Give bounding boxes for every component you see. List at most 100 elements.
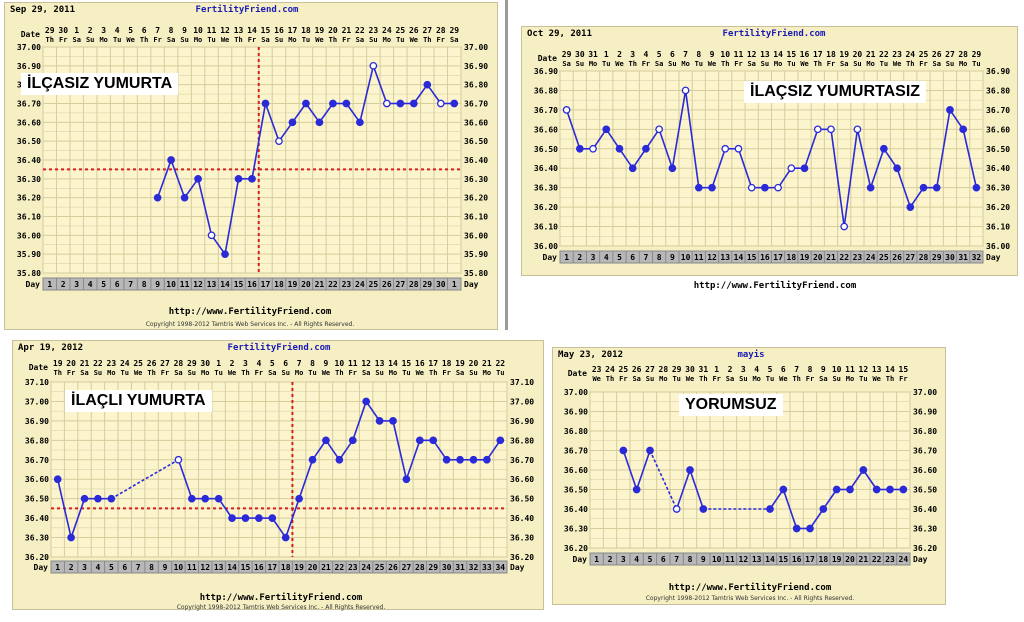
weekday-label: Su	[369, 36, 377, 44]
day-number: 26	[388, 563, 398, 572]
weekday-label: Th	[606, 375, 614, 383]
weekday-label: Th	[234, 36, 242, 44]
day-number: 25	[369, 280, 379, 289]
footer-url[interactable]: http://www.FertilityFriend.com	[168, 307, 332, 317]
weekday-label: Mo	[383, 36, 391, 44]
date-label: 12	[747, 50, 757, 59]
temp-line-segment	[909, 187, 925, 208]
day-number: 5	[648, 555, 653, 564]
temp-line-segment	[605, 128, 621, 150]
weekday-label: Fr	[619, 375, 627, 383]
temp-point	[329, 99, 337, 108]
date-label: 21	[342, 26, 352, 35]
weekday-label: Tu	[787, 60, 795, 68]
temp-line-segment	[338, 439, 354, 461]
weekday-label: Sa	[933, 60, 941, 68]
weekday-label: Sa	[632, 375, 640, 383]
y-tick-label-right: 35.90	[464, 250, 488, 259]
day-number: 14	[765, 555, 775, 564]
date-label: 11	[207, 26, 217, 35]
temp-point	[792, 524, 801, 533]
date-label: 29	[972, 50, 982, 59]
temp-point	[575, 144, 584, 153]
y-tick-label: 35.80	[17, 269, 41, 278]
footer-url[interactable]: http://www.FertilityFriend.com	[199, 593, 363, 603]
date-label: 23	[592, 365, 602, 374]
day-number: 12	[193, 280, 203, 289]
weekday-label: We	[126, 36, 134, 44]
day-number: 16	[247, 280, 257, 289]
date-label: 5	[657, 50, 662, 59]
temp-point	[207, 231, 216, 240]
temp-point	[632, 485, 641, 494]
weekday-label: Mo	[659, 375, 667, 383]
day-number: 8	[142, 280, 147, 289]
temp-point	[721, 144, 730, 153]
temp-point	[919, 183, 928, 192]
y-tick-label-right: 36.60	[913, 466, 937, 475]
day-number: 5	[617, 253, 622, 262]
temp-point	[382, 99, 391, 108]
footer-url[interactable]: http://www.FertilityFriend.com	[668, 583, 832, 593]
temp-line-segment	[935, 109, 951, 188]
date-label: 17	[428, 359, 438, 368]
day-number: 23	[348, 563, 358, 572]
date-label: 28	[659, 365, 669, 374]
weekday-label: Sa	[362, 369, 370, 377]
weekday-label: Su	[832, 375, 840, 383]
y-tick-label: 36.00	[17, 231, 41, 240]
temp-point	[442, 455, 451, 464]
day-number: 6	[115, 280, 120, 289]
date-label: 18	[826, 50, 836, 59]
y-tick-label: 36.90	[17, 62, 41, 71]
site-title[interactable]: FertilityFriend.com	[722, 29, 826, 39]
temp-line-segment	[803, 129, 819, 169]
day-number: 33	[482, 563, 492, 572]
day-number: 26	[892, 253, 902, 262]
footer-url[interactable]: http://www.FertilityFriend.com	[693, 281, 857, 291]
weekday-label: Fr	[248, 36, 256, 44]
temp-point	[615, 144, 624, 153]
date-label: 29	[45, 26, 55, 35]
weekday-label: Mo	[959, 60, 967, 68]
weekday-label: Fr	[153, 36, 161, 44]
temp-line-segment	[618, 148, 634, 169]
site-title[interactable]: FertilityFriend.com	[195, 5, 299, 15]
y-tick-label: 36.00	[534, 242, 558, 251]
day-number: 10	[166, 280, 176, 289]
day-number: 15	[234, 280, 244, 289]
temp-point	[201, 494, 210, 503]
temp-point	[423, 80, 432, 89]
day-number: 16	[792, 555, 802, 564]
weekday-label: We	[315, 36, 323, 44]
temp-line-segment	[405, 440, 421, 480]
temp-line-segment	[110, 459, 179, 500]
day-number: 3	[74, 280, 79, 289]
day-number: 21	[315, 280, 325, 289]
date-label: 17	[813, 50, 823, 59]
temp-point	[94, 494, 102, 503]
y-tick-label-right: 36.20	[913, 544, 937, 553]
footer-copyright: Copyright 1998-2012 Tamtris Web Services…	[145, 321, 355, 328]
date-label: 22	[495, 359, 505, 368]
weekday-label: Mo	[774, 60, 782, 68]
y-tick-label: 36.20	[534, 203, 558, 212]
weekday-label: Sa	[819, 375, 827, 383]
weekday-label: Sa	[726, 375, 734, 383]
date-label: 9	[182, 26, 187, 35]
date-label: 22	[93, 359, 103, 368]
day-number: 15	[747, 253, 757, 262]
weekday-label: We	[228, 369, 236, 377]
temp-line-segment	[56, 479, 72, 538]
date-label: 6	[781, 365, 786, 374]
site-title[interactable]: FertilityFriend.com	[227, 343, 331, 353]
date-label: 29	[187, 359, 197, 368]
temp-point	[779, 485, 788, 494]
weekday-label: Fr	[349, 369, 357, 377]
temp-line-segment	[565, 109, 581, 150]
date-label: 25	[133, 359, 143, 368]
date-label: 26	[632, 365, 642, 374]
day-row-label-right: Day	[986, 253, 1001, 262]
day-number: 10	[174, 563, 184, 572]
day-number: 28	[919, 253, 929, 262]
